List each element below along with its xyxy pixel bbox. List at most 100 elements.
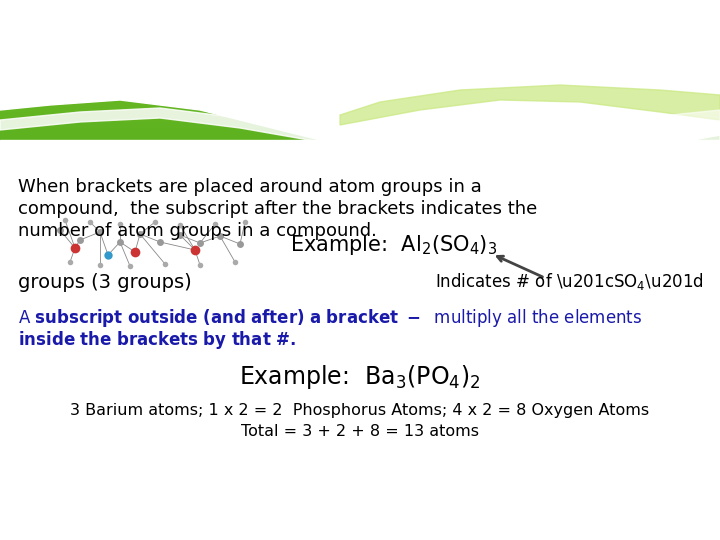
Bar [0, 18, 720, 19]
Bar [0, 143, 720, 144]
Text: number of atom groups in a compound.: number of atom groups in a compound. [18, 222, 377, 240]
Bar [0, 136, 720, 137]
Bar [0, 88, 720, 89]
Bar [0, 103, 720, 104]
Bar [0, 147, 720, 148]
Bar [0, 50, 720, 51]
Bar [0, 81, 720, 82]
Bar [0, 10, 720, 11]
Bar [0, 32, 720, 33]
Bar [0, 21, 720, 22]
Bar [0, 87, 720, 88]
Bar [0, 58, 720, 59]
Bar [0, 5, 720, 6]
Bar [0, 148, 720, 149]
Bar [0, 74, 720, 75]
Bar [0, 79, 720, 80]
Bar [0, 142, 720, 143]
Bar [0, 89, 720, 90]
Bar [0, 84, 720, 85]
Bar [0, 17, 720, 18]
Bar [0, 114, 720, 115]
Bar [0, 19, 720, 20]
Bar [0, 30, 720, 31]
Bar [0, 131, 720, 132]
Bar [0, 83, 720, 84]
Bar [0, 141, 720, 142]
Bar [0, 116, 720, 117]
Bar [0, 34, 720, 35]
Bar [0, 0, 720, 1]
Bar [0, 108, 720, 109]
Bar [0, 109, 720, 110]
Bar [0, 67, 720, 68]
Polygon shape [340, 85, 720, 125]
Bar [0, 122, 720, 123]
Bar [0, 35, 720, 36]
Bar [0, 2, 720, 3]
Bar [0, 39, 720, 40]
Bar [0, 47, 720, 48]
Bar [0, 68, 720, 69]
Bar [0, 75, 720, 76]
Text: Total = 3 + 2 + 8 = 13 atoms: Total = 3 + 2 + 8 = 13 atoms [241, 424, 479, 440]
Bar [0, 135, 720, 136]
Bar [0, 1, 720, 2]
Bar [0, 4, 720, 5]
Bar [0, 22, 720, 23]
Bar [0, 113, 720, 114]
Polygon shape [0, 0, 720, 165]
Bar [0, 115, 720, 116]
Bar [0, 151, 720, 152]
Bar [0, 118, 720, 119]
Bar [0, 130, 720, 131]
Bar [0, 157, 720, 158]
Bar [0, 101, 720, 102]
Bar [0, 36, 720, 37]
Bar [0, 28, 720, 29]
Bar [0, 23, 720, 24]
Bar [0, 154, 720, 155]
Bar [0, 49, 720, 50]
Bar [0, 61, 720, 62]
Bar [0, 16, 720, 17]
Bar [0, 57, 720, 58]
Bar [0, 63, 720, 64]
Bar [0, 150, 720, 151]
Bar [0, 96, 720, 97]
Bar [0, 133, 720, 134]
Bar [0, 59, 720, 60]
Bar [0, 24, 720, 25]
Bar [0, 27, 720, 28]
Polygon shape [0, 108, 720, 165]
Bar [0, 6, 720, 7]
Bar [0, 132, 720, 133]
Bar [0, 140, 720, 540]
Bar [0, 78, 720, 79]
Bar [0, 66, 720, 67]
Bar [0, 134, 720, 135]
Bar [0, 85, 720, 86]
Bar [0, 20, 720, 21]
Bar [0, 48, 720, 49]
Bar [0, 37, 720, 38]
Bar [0, 159, 720, 160]
Bar [0, 62, 720, 63]
Bar [0, 124, 720, 125]
Bar [0, 53, 720, 54]
Bar [0, 11, 720, 12]
Bar [0, 9, 720, 10]
Bar [0, 65, 720, 66]
Bar [0, 44, 720, 45]
Bar [0, 64, 720, 65]
Bar [0, 119, 720, 120]
Bar [0, 38, 720, 39]
Bar [0, 77, 720, 78]
Bar [0, 155, 720, 156]
Bar [0, 121, 720, 122]
Bar [0, 92, 720, 93]
Bar [0, 102, 720, 103]
Bar [0, 156, 720, 157]
Bar [0, 127, 720, 128]
Bar [0, 52, 720, 53]
